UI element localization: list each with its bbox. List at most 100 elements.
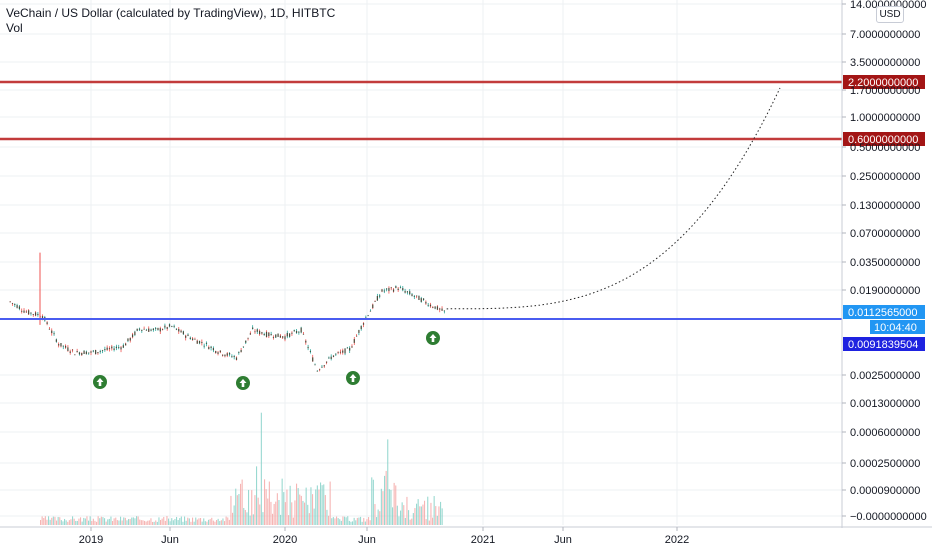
candle-body — [78, 352, 81, 355]
volume-bar — [176, 516, 178, 525]
volume-bar — [96, 521, 98, 525]
candle-body — [120, 347, 122, 350]
candle-body — [21, 310, 23, 312]
projection-curve[interactable] — [446, 87, 781, 310]
countdown-label: 10:04:40 — [874, 322, 917, 334]
volume-bar — [379, 511, 381, 525]
volume-bar — [236, 495, 238, 525]
volume-bar — [100, 516, 102, 525]
price-axis[interactable]: 14.0000000000 7.0000000000 3.5000000000 1.7… — [841, 0, 927, 528]
volume-bar — [65, 520, 67, 525]
price-tick-label: 0.0700000000 — [850, 228, 920, 240]
candle-body — [365, 317, 367, 319]
level-price-label: 0.0091839504 — [848, 339, 918, 351]
volume-bar — [398, 516, 400, 525]
volume-bar — [417, 499, 419, 525]
candle-body — [155, 327, 157, 329]
volume-bar — [209, 519, 211, 525]
candle-body — [265, 331, 268, 338]
bounce-arrow-icon[interactable] — [93, 375, 107, 389]
volume-bar — [353, 517, 355, 525]
volume-bar — [336, 516, 338, 525]
volume-bar — [328, 515, 330, 525]
volume-bar — [369, 520, 371, 525]
volume-bar — [372, 479, 374, 525]
volume-bar — [268, 481, 270, 525]
candle-body — [129, 337, 131, 341]
candle-body — [224, 354, 226, 357]
volume-bar — [196, 519, 198, 525]
candle-body — [180, 330, 182, 333]
volume-bar — [62, 521, 64, 525]
candle-body — [245, 340, 247, 343]
volume-bar — [249, 515, 251, 525]
volume-bars — [40, 412, 443, 525]
candle-body — [369, 310, 372, 312]
volume-bar — [145, 521, 147, 525]
volume-bar — [89, 516, 91, 525]
axis-corner — [843, 528, 932, 550]
volume-bar — [49, 519, 51, 525]
volume-bar — [332, 517, 334, 525]
volume-bar — [310, 487, 312, 525]
volume-bar — [116, 520, 118, 525]
volume-bar — [76, 520, 78, 525]
candle-body — [64, 345, 67, 348]
candle-body — [62, 345, 64, 347]
projection-dotted-curve[interactable] — [446, 87, 781, 310]
candle-body — [159, 328, 161, 332]
volume-bar — [329, 481, 331, 525]
volume-bar — [356, 517, 358, 525]
candle-body — [37, 313, 39, 315]
volume-bar — [142, 520, 144, 525]
symbol-title: VeChain / US Dollar (calculated by Tradi… — [6, 6, 336, 20]
volume-bar — [147, 520, 149, 525]
bounce-arrow-icon[interactable] — [346, 371, 360, 385]
volume-bar — [284, 502, 286, 525]
volume-bar — [115, 517, 117, 525]
bounce-markers[interactable] — [93, 331, 440, 390]
volume-bar — [374, 504, 376, 525]
volume-bar — [233, 505, 235, 525]
currency-button[interactable]: USD — [876, 6, 904, 23]
arrow-up-glyph — [349, 374, 357, 382]
candle-body — [201, 341, 203, 344]
candle-body — [275, 334, 277, 338]
grid — [0, 0, 842, 525]
volume-bar — [131, 517, 133, 525]
candle-body — [335, 353, 337, 355]
volume-bar — [211, 517, 213, 525]
volume-bar — [254, 495, 256, 525]
candle-body — [300, 327, 302, 333]
bounce-arrow-icon[interactable] — [236, 376, 250, 390]
current-price-tag — [843, 305, 925, 319]
arrow-up-glyph — [429, 334, 437, 342]
candle-body — [263, 334, 265, 336]
volume-bar — [200, 518, 202, 525]
volume-bar — [297, 488, 299, 525]
horizontal-levels[interactable]: 2.2000000000 0.6000000000 0.0091839504 0.01… — [0, 75, 925, 351]
candle-body — [381, 289, 383, 292]
candle-body — [122, 345, 124, 348]
price-tick-label: 14.0000000000 — [850, 0, 926, 11]
candle-body — [46, 322, 48, 325]
time-axis[interactable]: 2019 Jun 2020 Jun 2021 Jun 2022 — [0, 526, 932, 550]
volume-bar — [188, 518, 190, 525]
candle-body — [427, 304, 429, 306]
bounce-arrow-icon[interactable] — [426, 331, 440, 345]
price-tick-label: 1.0000000000 — [850, 112, 920, 124]
volume-bar — [155, 520, 157, 525]
time-tick-label: 2020 — [273, 534, 297, 546]
volume-bar — [227, 517, 229, 525]
volume-bar — [222, 518, 224, 525]
candle-body — [395, 286, 397, 288]
volume-bar — [99, 518, 101, 525]
candle-body — [256, 329, 258, 332]
price-tick-label: 0.5000000000 — [850, 142, 920, 154]
candle-body — [284, 336, 286, 340]
candle-body — [138, 328, 141, 330]
candle-body — [309, 350, 312, 352]
volume-bar — [108, 518, 110, 525]
